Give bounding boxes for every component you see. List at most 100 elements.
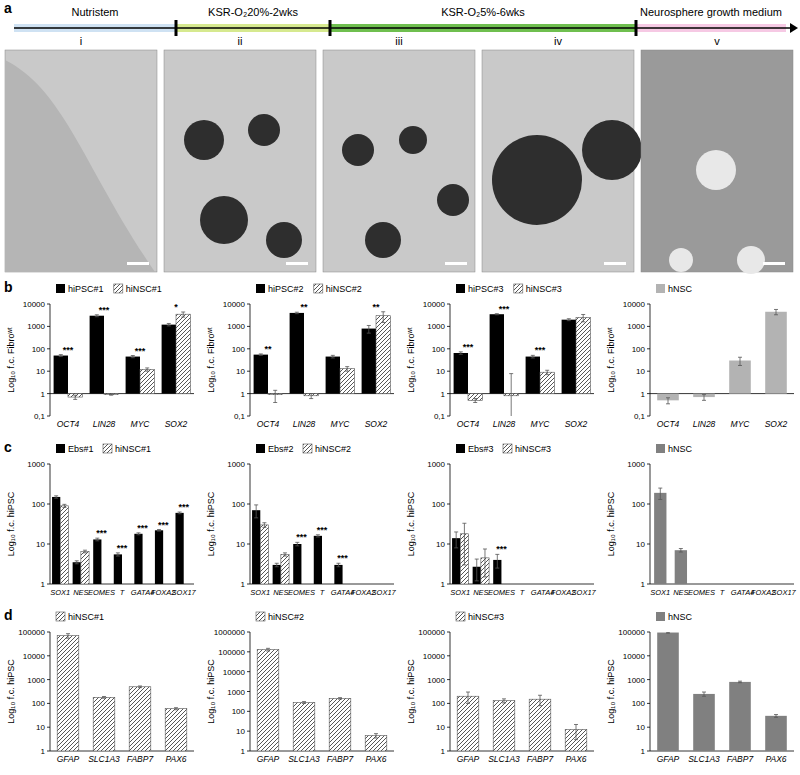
error-cap [738, 681, 742, 682]
y-tick-label: 10000 [223, 668, 246, 677]
error-cap [581, 321, 585, 322]
photo-sphere [399, 126, 427, 154]
legend-label: hiNSC#3 [526, 284, 562, 294]
error-line [504, 699, 505, 703]
y-tick [447, 751, 450, 752]
y-tick-label: 1000 [627, 460, 645, 469]
error-cap [545, 370, 549, 371]
error-bar [374, 734, 378, 738]
y-tick [47, 348, 50, 349]
y-tick-label: 1 [41, 580, 46, 589]
legend-swatch [56, 284, 65, 293]
error-bar [145, 368, 149, 371]
marks [454, 314, 591, 416]
y-tick-label: 10 [36, 540, 45, 549]
legend-label: hNSC [668, 612, 693, 622]
panel-label: a [4, 0, 12, 16]
y-axis [450, 464, 451, 584]
y-tick-label: 100000 [618, 628, 645, 637]
error-cap [345, 366, 349, 367]
photo [641, 50, 793, 272]
error-bar [336, 563, 340, 566]
error-cap [658, 499, 662, 500]
significance: *** [296, 532, 307, 542]
error-line [464, 523, 465, 565]
error-cap [66, 633, 70, 634]
y-tick [447, 464, 450, 465]
y-tick-label: 100000 [418, 628, 445, 637]
bar [376, 316, 390, 394]
y-tick [47, 584, 50, 585]
error-cap [295, 312, 299, 313]
x-tick-label: EOMES [88, 588, 115, 597]
error-cap [275, 566, 279, 567]
bar [657, 633, 679, 751]
error-cap [774, 714, 778, 715]
error-bar [275, 563, 279, 566]
error-cap [109, 394, 113, 395]
y-tick-label: 100 [632, 699, 646, 708]
legend-swatch [114, 284, 123, 293]
x-tick-label: SOX2 [365, 419, 388, 429]
error-cap [157, 531, 161, 532]
y-tick-label: 1000 [427, 676, 445, 685]
x-tick-label: MYC [131, 419, 151, 429]
y-tick-label: 100 [432, 699, 446, 708]
bar [104, 394, 118, 395]
chart: Log₁₀ f.c. hiPSC110100100010000100000100… [206, 612, 394, 764]
y-tick [647, 371, 650, 372]
y-label: Log₁₀ f.c. Fibroʷᵗ [606, 327, 616, 393]
y-tick [447, 371, 450, 372]
y-tick-label: 100 [232, 345, 246, 354]
error-cap [181, 311, 185, 312]
y-tick [247, 464, 250, 465]
error-cap [483, 576, 487, 577]
error-bar [266, 648, 270, 651]
error-bar [381, 312, 385, 323]
y-tick [47, 703, 50, 704]
error-line [547, 370, 548, 374]
photo-sphere [248, 114, 280, 146]
bar [165, 709, 187, 751]
error-bar [331, 355, 335, 358]
x-tick-label: SOX2 [765, 419, 788, 429]
error-line [484, 549, 485, 577]
x-tick-label: FABP7 [327, 754, 354, 764]
y-label: Log₁₀ f.c. hiPSC [206, 659, 216, 724]
stage-divider [329, 20, 332, 36]
bar [114, 554, 122, 584]
y-tick [47, 304, 50, 305]
error-bar [75, 561, 79, 564]
y-tick [47, 326, 50, 327]
legend-label: hiNSC#1 [68, 612, 104, 622]
y-tick [447, 655, 450, 656]
error-bar [473, 399, 477, 403]
error-bar [702, 692, 706, 696]
photo-sphere [200, 196, 248, 244]
error-line [276, 563, 277, 566]
photo-label: iii [395, 35, 402, 47]
y-tick [247, 504, 250, 505]
x-tick-label: T [120, 588, 126, 597]
y-tick [47, 371, 50, 372]
chart: Log₁₀ f.c. Fibroʷᵗ0,1110100100010000OCT4… [606, 284, 794, 429]
x-tick-label: NES [73, 588, 88, 597]
error-line [297, 542, 298, 545]
error-cap [275, 563, 279, 564]
bar [162, 325, 176, 394]
stage-label: KSR-O₂5%-6wks [441, 6, 525, 18]
y-axis [50, 464, 51, 584]
error-cap [116, 556, 120, 557]
y-label: Log₁₀ f.c. hiPSC [6, 659, 16, 724]
y-axis [250, 464, 251, 584]
y-axis [650, 304, 651, 416]
significance: *** [158, 520, 169, 530]
significance: *** [63, 345, 74, 355]
error-cap [62, 507, 66, 508]
bar [654, 493, 666, 584]
y-tick-label: 1 [41, 390, 46, 399]
bar [729, 361, 751, 394]
error-cap [466, 692, 470, 693]
bar [52, 497, 60, 584]
y-tick-label: 100 [232, 707, 246, 716]
